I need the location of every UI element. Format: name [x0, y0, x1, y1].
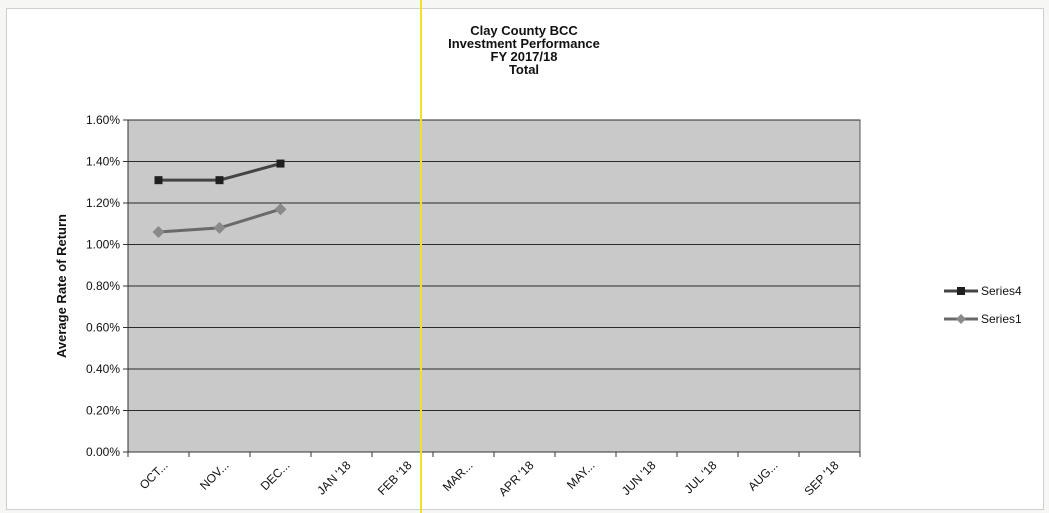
y-tick-label: 1.60% [86, 113, 120, 127]
y-axis-label: Average Rate of Return [54, 214, 69, 358]
x-tick-label: AUG... [745, 458, 780, 493]
y-tick-label: 0.20% [86, 404, 120, 418]
x-tick-label: FEB '18 [375, 458, 415, 498]
y-tick-label: 0.60% [86, 321, 120, 335]
chart-title-line-2: Investment Performance [448, 36, 600, 51]
data-point-series1 [274, 203, 287, 216]
chart-title-line-3: FY 2017/18 [491, 49, 558, 64]
chart-title-line-4: Total [509, 62, 539, 77]
y-tick-label: 0.80% [86, 279, 120, 293]
x-tick-label: NOV... [197, 458, 232, 493]
data-point-series4 [154, 176, 163, 185]
x-tick-label: JUN '18 [619, 458, 659, 498]
y-tick-label: 1.20% [86, 196, 120, 210]
legend-marker-series1 [956, 314, 966, 324]
data-point-series1 [152, 226, 165, 239]
x-tick-label: APR '18 [496, 458, 537, 499]
legend-label-series4: Series4 [981, 284, 1022, 298]
x-tick-label: OCT... [137, 458, 171, 492]
x-tick-label: SEP '18 [801, 458, 841, 498]
y-tick-label: 0.40% [86, 362, 120, 376]
x-tick-label: MAR... [440, 458, 476, 494]
data-point-series4 [215, 176, 224, 185]
data-point-series1 [213, 221, 226, 234]
x-tick-label: MAY... [564, 458, 598, 492]
data-point-series4 [276, 159, 285, 168]
x-tick-label: JUL '18 [682, 458, 720, 496]
legend-label-series1: Series1 [981, 312, 1022, 326]
x-tick-label: JAN '18 [314, 458, 354, 498]
legend-marker-series4 [957, 287, 965, 295]
chart-title-line-1: Clay County BCC [470, 23, 578, 38]
y-tick-label: 0.00% [86, 445, 120, 459]
x-tick-label: DEC... [258, 458, 293, 493]
y-tick-label: 1.00% [86, 238, 120, 252]
y-tick-label: 1.40% [86, 155, 120, 169]
